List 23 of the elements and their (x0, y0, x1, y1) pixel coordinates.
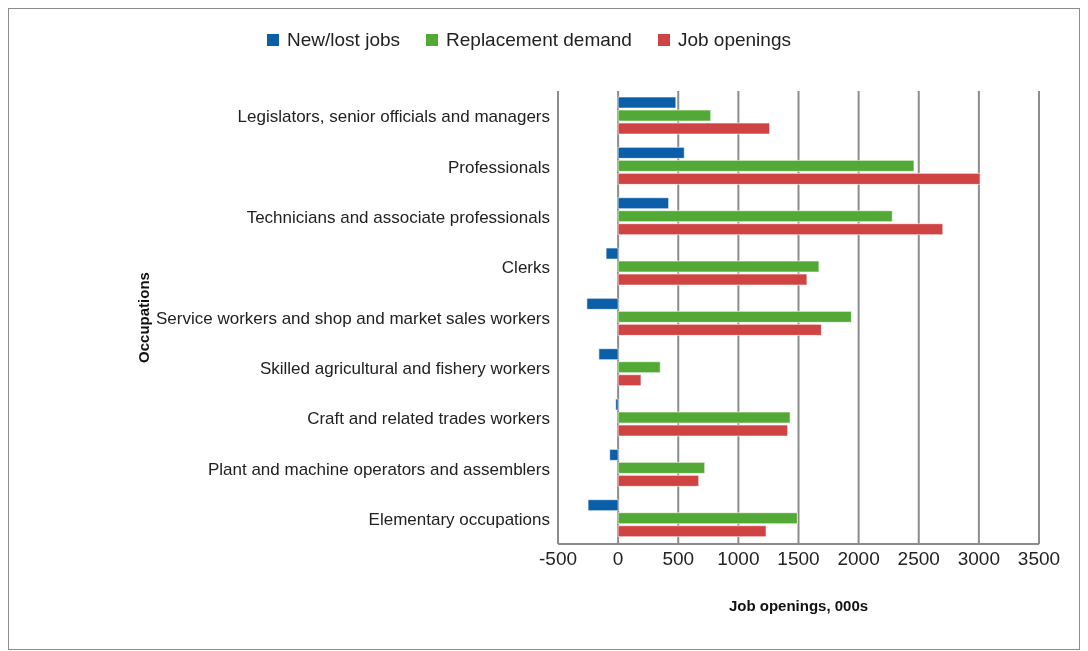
legend-label: Replacement demand (445, 29, 632, 51)
x-tick-label: 500 (662, 548, 695, 570)
legend-label: New/lost jobs (286, 29, 401, 51)
x-tick-label: 1000 (717, 548, 760, 570)
y-tick-label: Clerks (501, 258, 550, 278)
x-tick-label: 2000 (837, 548, 880, 570)
y-tick-label: Service workers and shop and market sales workers (156, 308, 550, 328)
y-axis-title: Occupations (135, 272, 153, 363)
y-tick-label: Skilled agricultural and fishery workers (259, 358, 550, 378)
x-tick-label: 1500 (777, 548, 820, 570)
x-tick-label: 2500 (897, 548, 940, 570)
x-axis-title: Job openings, 000s (728, 597, 869, 614)
y-tick-label: Legislators, senior officials and managers (237, 107, 550, 127)
x-tick-label: -500 (538, 548, 578, 570)
x-tick-label: 3500 (1017, 548, 1061, 570)
y-tick-label: Elementary occupations (368, 509, 550, 529)
x-tick-label: 3000 (957, 548, 1001, 570)
y-tick-label: Professionals (447, 157, 550, 177)
y-tick-label: Craft and related trades workers (307, 409, 550, 429)
y-tick-label: Technicians and associate professionals (246, 207, 550, 227)
x-tick-label: 0 (612, 548, 624, 570)
y-tick-label: Plant and machine operators and assemblers (207, 459, 550, 479)
legend-label: Job openings (676, 29, 791, 51)
